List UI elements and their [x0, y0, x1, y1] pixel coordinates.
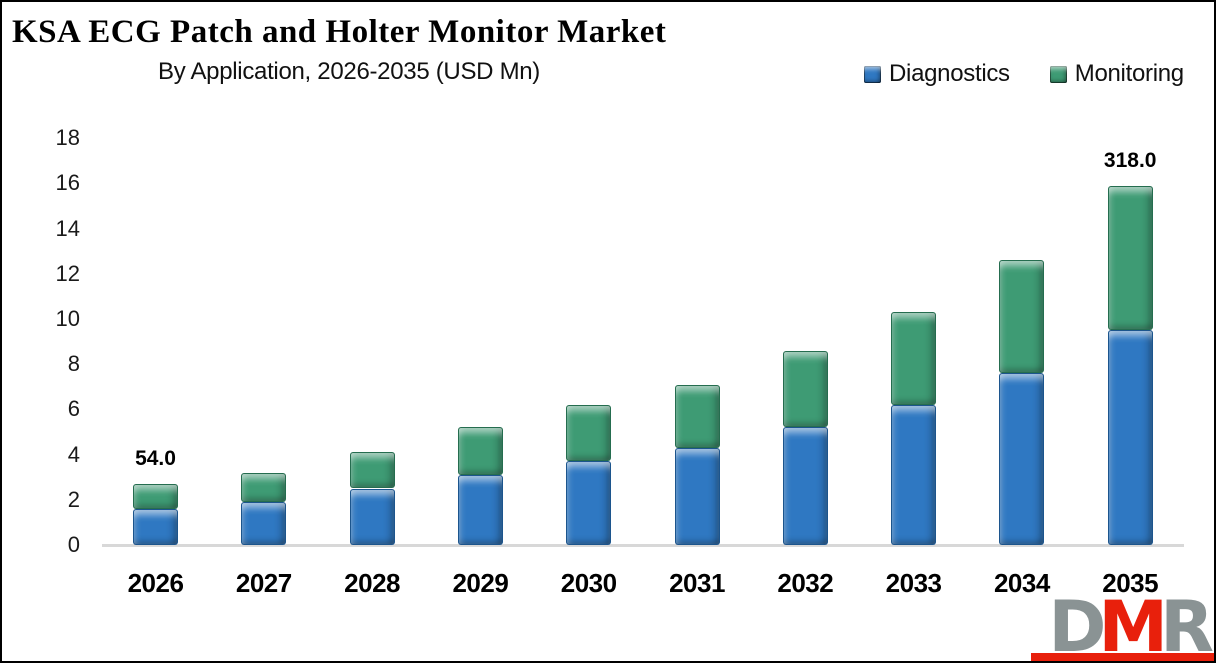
bar-segment-monitoring-2029 [457, 427, 503, 475]
dmr-logo: DMR [1048, 592, 1214, 661]
legend: Diagnostics Monitoring [864, 60, 1184, 88]
y-tick-label: 16 [55, 170, 80, 196]
y-tick-label: 10 [55, 306, 80, 331]
bar-segment-monitoring-2034 [999, 260, 1045, 374]
bar-segment-diagnostics-2030 [566, 461, 612, 545]
x-axis-label-2035: 2035 [1102, 568, 1159, 598]
legend-label-monitoring: Monitoring [1074, 60, 1184, 87]
data-label-2026: 54.0 [135, 446, 176, 470]
x-axis-label-2033: 2033 [885, 568, 942, 598]
legend-swatch-monitoring [1049, 65, 1067, 83]
y-tick-label: 8 [67, 351, 80, 377]
x-axis-label-2034: 2034 [993, 568, 1050, 598]
bar-segment-diagnostics-2028 [349, 488, 395, 545]
bar-segment-monitoring-2033 [891, 312, 937, 405]
bar-segment-monitoring-2031 [674, 384, 720, 448]
chart-title: KSA ECG Patch and Holter Monitor Market [12, 14, 667, 50]
x-axis-label-2026: 2026 [127, 568, 184, 598]
chart-subtitle: By Application, 2026-2035 (USD Mn) [158, 58, 541, 85]
bar-segment-diagnostics-2033 [891, 404, 937, 545]
logo-letter-r: R [1160, 586, 1214, 663]
x-axis-label-2032: 2032 [777, 568, 834, 598]
bar-segment-diagnostics-2027 [241, 502, 287, 545]
bar-segment-diagnostics-2029 [457, 474, 503, 545]
data-label-2035: 318.0 [1103, 148, 1157, 172]
bar-segment-monitoring-2035 [1107, 185, 1153, 331]
y-tick-label: 4 [67, 441, 80, 467]
logo-letter-m: M [1098, 586, 1168, 663]
x-axis-label-2027: 2027 [235, 568, 292, 598]
bar-segment-monitoring-2026 [133, 483, 178, 509]
bar-segment-monitoring-2032 [782, 350, 828, 428]
bar-segment-monitoring-2027 [241, 472, 287, 503]
legend-item-diagnostics: Diagnostics [864, 60, 1010, 88]
y-tick-label: 2 [67, 486, 80, 512]
logo-letter-d: D [1048, 586, 1106, 663]
bar-segment-diagnostics-2034 [999, 373, 1045, 545]
bar-segment-diagnostics-2026 [133, 508, 178, 545]
legend-item-monitoring: Monitoring [1049, 60, 1184, 88]
logo-underline [1031, 653, 1214, 661]
x-axis-label-2030: 2030 [560, 568, 617, 598]
x-axis-label-2028: 2028 [344, 568, 401, 598]
legend-label-diagnostics: Diagnostics [889, 60, 1010, 87]
bar-segment-diagnostics-2031 [674, 447, 720, 545]
y-tick-label: 18 [55, 125, 80, 151]
legend-swatch-diagnostics [864, 65, 881, 83]
bar-segment-monitoring-2030 [566, 404, 612, 462]
y-tick-label: 12 [55, 260, 80, 286]
x-axis-label-2029: 2029 [452, 568, 509, 598]
bar-segment-diagnostics-2035 [1107, 330, 1153, 545]
bar-segment-diagnostics-2032 [782, 427, 828, 545]
y-tick-label: 14 [55, 215, 80, 241]
y-tick-label: 6 [67, 396, 80, 422]
bar-segment-monitoring-2028 [349, 452, 395, 489]
x-axis-label-2031: 2031 [669, 568, 725, 598]
x-axis-line [102, 544, 1184, 547]
y-tick-label: 0 [67, 532, 80, 557]
